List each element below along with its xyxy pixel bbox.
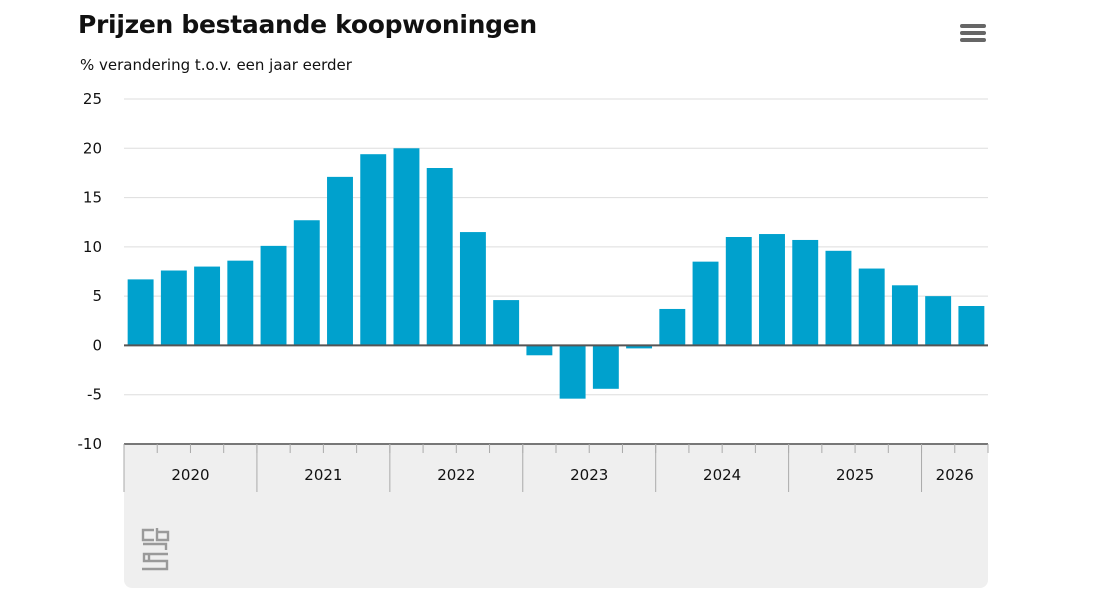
y-tick-label: 20 <box>83 139 102 157</box>
x-year-label: 2022 <box>437 466 475 484</box>
bar <box>459 232 486 346</box>
bar <box>825 250 852 346</box>
x-year-label: 2026 <box>936 466 974 484</box>
bar <box>194 266 221 346</box>
bar <box>360 154 387 346</box>
chart-subtitle: % verandering t.o.v. een jaar eerder <box>80 56 352 74</box>
bar <box>592 345 619 389</box>
cbs-logo-icon <box>140 527 170 575</box>
bar <box>227 260 254 346</box>
x-year-label: 2023 <box>570 466 608 484</box>
bar <box>260 245 287 346</box>
bar <box>659 308 686 346</box>
x-year-label: 2024 <box>703 466 741 484</box>
bar <box>759 234 785 346</box>
hamburger-menu-icon[interactable] <box>958 22 988 46</box>
bar <box>925 296 952 346</box>
y-tick-label: -10 <box>78 435 103 453</box>
bar <box>127 279 154 346</box>
x-year-label: 2025 <box>836 466 874 484</box>
bar <box>293 220 320 346</box>
bar <box>692 261 719 346</box>
bar <box>559 345 586 399</box>
y-tick-label: -5 <box>87 386 102 404</box>
bar <box>958 306 985 346</box>
chart-title: Prijzen bestaande koopwoningen <box>78 10 537 39</box>
bar <box>160 270 187 346</box>
y-tick-label: 0 <box>92 336 102 354</box>
bar <box>327 176 353 346</box>
x-axis-footer-band <box>124 492 988 588</box>
y-tick-label: 10 <box>83 238 102 256</box>
bar <box>792 239 819 346</box>
bar <box>493 300 520 346</box>
bar <box>626 345 653 349</box>
y-tick-label: 25 <box>83 90 102 108</box>
y-tick-label: 15 <box>83 189 102 207</box>
bar <box>526 345 553 356</box>
y-tick-label: 5 <box>92 287 102 305</box>
bar <box>891 285 918 346</box>
bar <box>858 268 885 346</box>
bar <box>725 237 752 346</box>
bar <box>426 168 453 346</box>
bar <box>393 148 420 346</box>
x-year-label: 2021 <box>304 466 342 484</box>
x-year-label: 2020 <box>171 466 209 484</box>
